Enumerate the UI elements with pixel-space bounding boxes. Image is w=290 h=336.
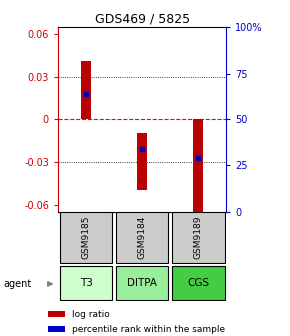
- Text: T3: T3: [79, 278, 93, 288]
- Bar: [137, 133, 147, 191]
- Text: GSM9184: GSM9184: [137, 216, 147, 259]
- Text: DITPA: DITPA: [127, 278, 157, 288]
- Text: log ratio: log ratio: [72, 309, 110, 319]
- Bar: [60, 212, 113, 263]
- Text: CGS: CGS: [187, 278, 209, 288]
- Text: GSM9189: GSM9189: [194, 216, 203, 259]
- Text: agent: agent: [3, 279, 31, 289]
- Bar: [172, 266, 224, 300]
- Bar: [48, 311, 65, 317]
- Bar: [172, 212, 224, 263]
- Bar: [81, 61, 91, 119]
- Text: percentile rank within the sample: percentile rank within the sample: [72, 325, 225, 334]
- Bar: [60, 266, 113, 300]
- Bar: [116, 212, 168, 263]
- Bar: [48, 327, 65, 332]
- Title: GDS469 / 5825: GDS469 / 5825: [95, 13, 190, 26]
- Text: GSM9185: GSM9185: [81, 216, 90, 259]
- Bar: [193, 119, 203, 212]
- Bar: [116, 266, 168, 300]
